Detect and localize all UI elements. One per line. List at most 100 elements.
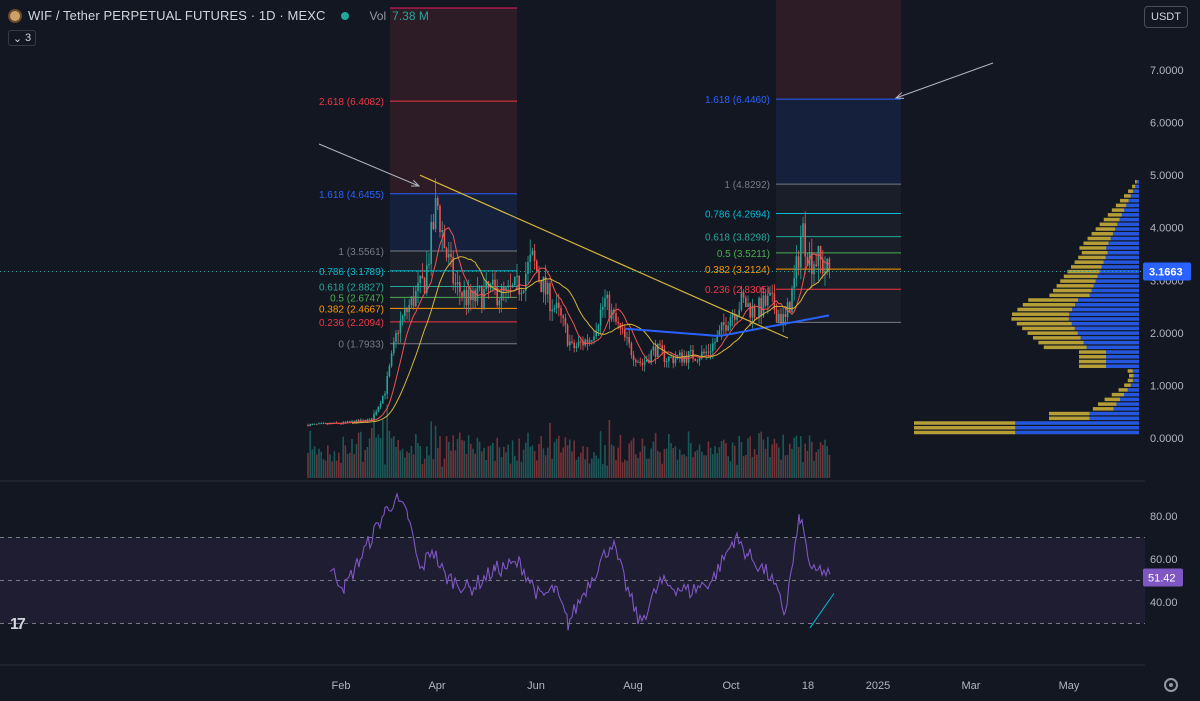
candle-body[interactable] — [553, 308, 556, 310]
candle-body[interactable] — [505, 287, 507, 291]
candle-body[interactable] — [450, 253, 452, 257]
candle-body[interactable] — [485, 281, 487, 289]
candle-body[interactable] — [624, 329, 626, 338]
candle-body[interactable] — [637, 361, 639, 363]
candle-body[interactable] — [386, 376, 388, 394]
candle-body[interactable] — [824, 270, 826, 274]
candle-body[interactable] — [311, 424, 314, 426]
ma-fast-line[interactable] — [325, 227, 830, 425]
candle-body[interactable] — [560, 307, 562, 316]
candle-body[interactable] — [417, 283, 419, 292]
candle-body[interactable] — [674, 358, 677, 364]
candle-body[interactable] — [514, 277, 516, 285]
candle-body[interactable] — [747, 303, 749, 308]
candle-body[interactable] — [465, 289, 468, 305]
candle-body[interactable] — [734, 314, 736, 320]
candle-body[interactable] — [540, 280, 542, 293]
candle-body[interactable] — [822, 259, 824, 274]
candle-body[interactable] — [740, 292, 743, 310]
candle-body[interactable] — [670, 356, 672, 358]
candle-body[interactable] — [749, 303, 751, 318]
candle-body[interactable] — [379, 403, 382, 407]
market-status-icon[interactable] — [341, 11, 350, 20]
candle-body[interactable] — [668, 357, 670, 362]
candle-body[interactable] — [714, 342, 716, 344]
candle-body[interactable] — [397, 333, 399, 335]
candle-body[interactable] — [340, 423, 342, 425]
candle-body[interactable] — [437, 198, 439, 206]
candle-body[interactable] — [815, 264, 817, 266]
candle-body[interactable] — [478, 286, 481, 288]
candle-body[interactable] — [459, 282, 461, 293]
symbol-title[interactable]: WIF / Tether PERPETUAL FUTURES · 1D · ME… — [28, 8, 326, 23]
tradingview-logo-icon[interactable]: 17 — [10, 616, 26, 633]
candle-body[interactable] — [555, 302, 558, 309]
candle-body[interactable] — [591, 340, 593, 342]
candle-body[interactable] — [738, 309, 740, 316]
candle-body[interactable] — [725, 324, 727, 331]
candle-body[interactable] — [819, 246, 822, 260]
candle-body[interactable] — [309, 424, 311, 427]
candle-body[interactable] — [672, 356, 674, 364]
candle-body[interactable] — [452, 256, 454, 284]
candle-body[interactable] — [705, 351, 707, 354]
candle-body[interactable] — [826, 258, 828, 271]
candle-body[interactable] — [533, 250, 536, 262]
candle-body[interactable] — [536, 261, 538, 272]
candle-body[interactable] — [388, 366, 391, 377]
candle-body[interactable] — [599, 309, 602, 326]
candle-body[interactable] — [775, 309, 778, 322]
candle-body[interactable] — [357, 419, 360, 422]
candle-body[interactable] — [467, 289, 470, 305]
candle-body[interactable] — [432, 221, 435, 230]
candle-body[interactable] — [404, 308, 406, 316]
candle-body[interactable] — [780, 313, 782, 324]
candle-body[interactable] — [362, 419, 364, 421]
candle-body[interactable] — [694, 358, 696, 361]
candle-body[interactable] — [692, 349, 694, 359]
candle-body[interactable] — [659, 343, 661, 346]
candle-body[interactable] — [745, 297, 747, 308]
candle-body[interactable] — [307, 424, 309, 427]
candle-body[interactable] — [313, 423, 316, 425]
currency-button[interactable]: USDT — [1144, 6, 1188, 28]
candle-body[interactable] — [617, 321, 619, 324]
candle-body[interactable] — [795, 256, 798, 279]
candle-body[interactable] — [718, 330, 721, 336]
candle-body[interactable] — [767, 295, 769, 306]
candle-body[interactable] — [522, 290, 525, 293]
candle-body[interactable] — [463, 289, 465, 297]
candle-body[interactable] — [696, 360, 699, 362]
candle-body[interactable] — [760, 298, 762, 317]
candle-body[interactable] — [802, 223, 804, 237]
candle-body[interactable] — [525, 273, 527, 291]
candle-body[interactable] — [813, 264, 815, 275]
candle-body[interactable] — [742, 292, 745, 298]
candle-body[interactable] — [569, 341, 571, 346]
candle-body[interactable] — [406, 308, 408, 312]
candle-body[interactable] — [511, 284, 514, 287]
rsi-line[interactable] — [329, 491, 831, 631]
candle-body[interactable] — [723, 322, 725, 325]
candle-body[interactable] — [547, 283, 549, 295]
candle-body[interactable] — [657, 343, 659, 357]
candle-body[interactable] — [729, 317, 732, 326]
candle-body[interactable] — [804, 223, 806, 257]
candle-body[interactable] — [441, 230, 443, 233]
candle-body[interactable] — [412, 296, 415, 307]
candle-body[interactable] — [401, 315, 404, 321]
candle-body[interactable] — [652, 346, 655, 351]
candle-body[interactable] — [665, 361, 668, 363]
candle-body[interactable] — [368, 418, 371, 420]
candle-body[interactable] — [529, 254, 531, 262]
candle-body[interactable] — [428, 263, 430, 266]
candle-body[interactable] — [628, 337, 630, 344]
candle-body[interactable] — [771, 292, 773, 294]
candle-body[interactable] — [630, 343, 633, 356]
candle-body[interactable] — [342, 421, 344, 424]
arrow-left[interactable] — [318, 143, 420, 187]
candle-body[interactable] — [621, 328, 624, 330]
candle-body[interactable] — [461, 292, 463, 297]
candle-body[interactable] — [593, 336, 595, 341]
